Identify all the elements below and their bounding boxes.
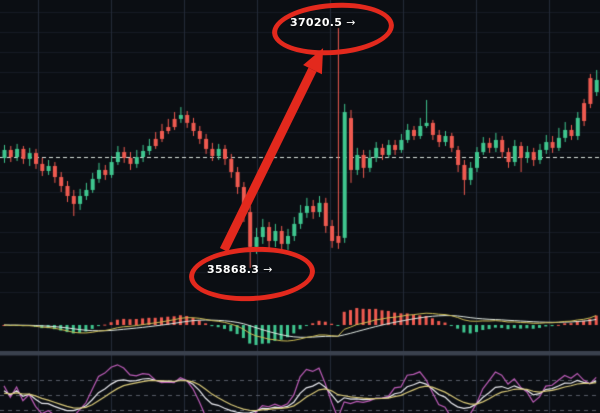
trading-chart-screenshot: ⌃ ⌃ · · · · · 37020.5 → 35868.3 →	[0, 0, 600, 413]
chart-canvas[interactable]	[0, 0, 600, 413]
